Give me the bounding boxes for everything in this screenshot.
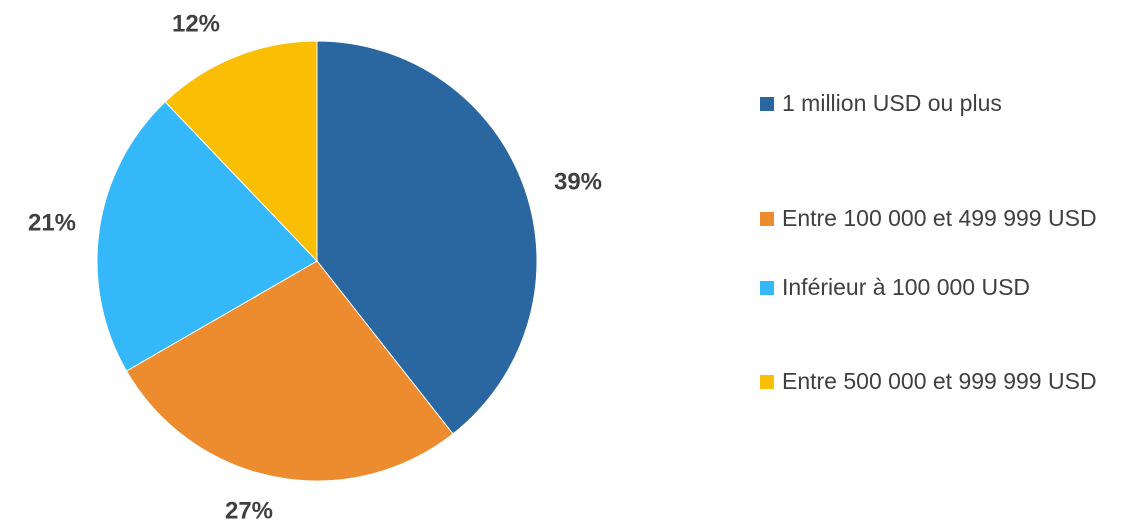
- legend: 1 million USD ou plus Entre 100 000 et 4…: [760, 0, 1128, 523]
- legend-label: Entre 100 000 et 499 999 USD: [782, 205, 1097, 231]
- legend-swatch: [760, 281, 774, 295]
- value-label-1m-plus: 39%: [554, 168, 602, 195]
- slice-100k-499k: [125, 260, 454, 482]
- legend-item-1m-plus: 1 million USD ou plus: [760, 88, 1120, 119]
- legend-swatch: [760, 375, 774, 389]
- legend-label: Inférieur à 100 000 USD: [782, 274, 1031, 300]
- pie-slices: [96, 40, 538, 482]
- legend-item-under-100k: Inférieur à 100 000 USD: [760, 272, 1120, 303]
- legend-label: Entre 500 000 et 999 999 USD: [782, 368, 1097, 394]
- pie-value-labels: 39% 27% 21% 12%: [28, 10, 602, 523]
- legend-item-100k-499k: Entre 100 000 et 499 999 USD: [760, 203, 1120, 234]
- legend-swatch: [760, 212, 774, 226]
- value-label-500k-999k: 12%: [172, 10, 220, 37]
- legend-item-500k-999k: Entre 500 000 et 999 999 USD: [760, 366, 1120, 397]
- value-label-100k-499k: 27%: [225, 497, 273, 523]
- pie-chart: 39% 27% 21% 12%: [28, 10, 602, 523]
- legend-label: 1 million USD ou plus: [782, 90, 1002, 116]
- slice-under-100k: [96, 101, 318, 372]
- legend-swatch: [760, 97, 774, 111]
- slice-1m-plus: [316, 40, 538, 435]
- value-label-under-100k: 21%: [28, 209, 76, 236]
- slice-500k-999k: [164, 40, 318, 263]
